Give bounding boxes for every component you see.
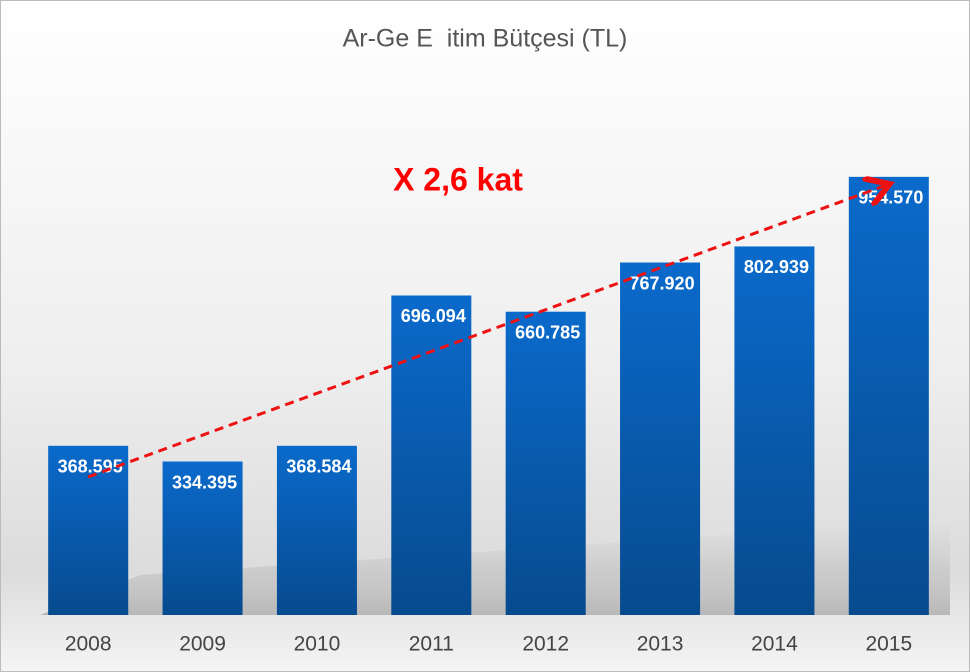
bar-shade [505, 311, 586, 615]
value-label: 767.920 [630, 273, 695, 293]
value-label: 368.584 [286, 457, 351, 477]
bar-shade [734, 246, 815, 616]
value-label: 696.094 [401, 306, 466, 326]
value-label: 334.395 [172, 472, 237, 492]
annotation: X 2,6 kat [393, 161, 523, 197]
bar-shade [620, 262, 701, 615]
floor-shadow [40, 520, 950, 615]
value-label: 802.939 [744, 257, 809, 277]
bar-shade [276, 445, 357, 615]
trend-arrow [87, 186, 884, 479]
x-tick-label: 2010 [294, 633, 341, 656]
bar-shade [48, 445, 129, 615]
bar-shade [162, 461, 243, 615]
x-tick-label: 2012 [522, 633, 569, 656]
x-tick-label: 2014 [751, 633, 798, 656]
x-tick-label: 2013 [637, 633, 684, 656]
x-tick-label: 2015 [865, 633, 912, 656]
bar-shade [848, 176, 929, 616]
chart-title: Ar-Ge E itim Bütçesi (TL) [343, 25, 628, 53]
bars: 368.595 334.395 368.584 696.094 660.785 767.9… [48, 176, 929, 616]
x-tick-label: 2008 [65, 633, 112, 656]
value-label: 660.785 [515, 322, 580, 342]
x-tick-label: 2011 [409, 633, 454, 656]
x-tick-label: 2009 [179, 633, 226, 656]
bar-shade [391, 295, 472, 615]
value-label: 368.595 [58, 457, 123, 477]
